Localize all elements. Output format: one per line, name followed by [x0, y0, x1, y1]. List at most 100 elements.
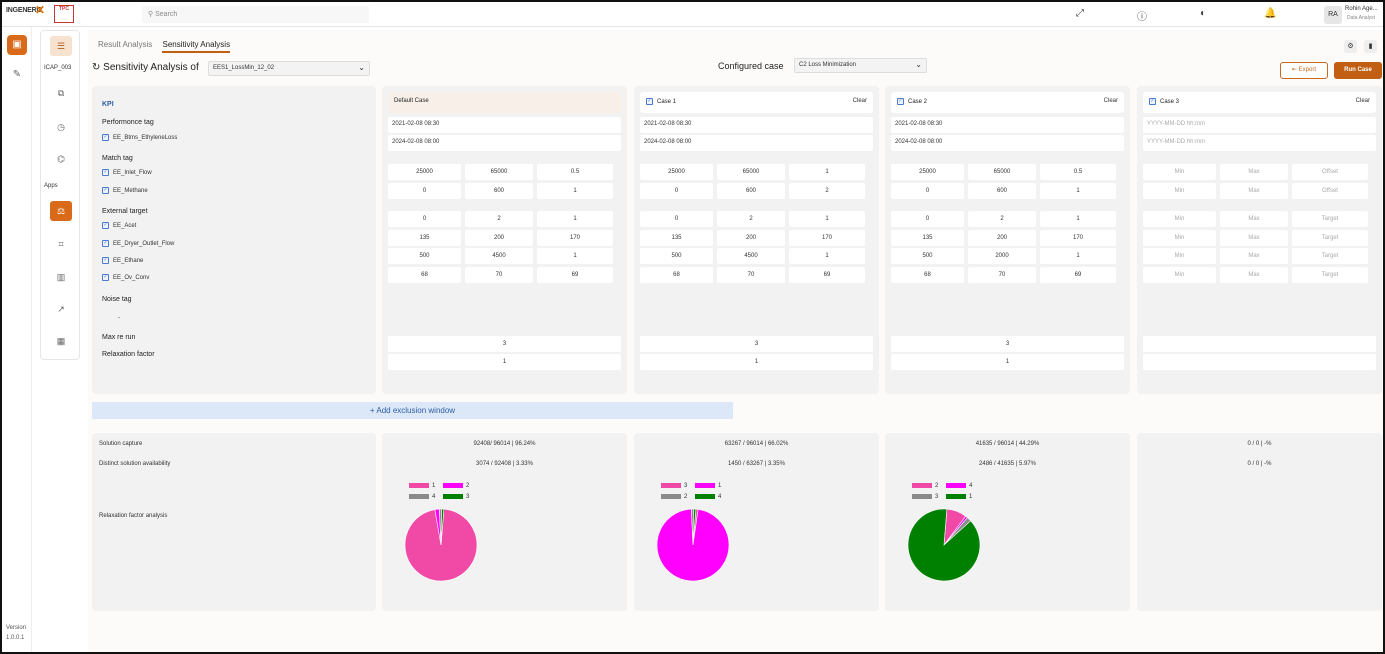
match-value-input[interactable]: 65000: [465, 164, 533, 180]
match-value-input[interactable]: 2: [789, 183, 865, 199]
ext-value-input[interactable]: 1: [537, 248, 613, 265]
ext-value-input[interactable]: 1: [1040, 248, 1116, 265]
ext-value-input[interactable]: 2000: [968, 248, 1036, 265]
ext-value-input[interactable]: Max: [1220, 248, 1288, 265]
configured-case-select[interactable]: C2 Loss Minimization ⌄: [794, 58, 927, 73]
ext-value-input[interactable]: 200: [717, 229, 785, 246]
ext-tag-item[interactable]: ✓ EE_Ov_Conv: [102, 274, 150, 282]
ext-value-input[interactable]: 70: [465, 267, 533, 284]
ext-value-input[interactable]: 69: [1040, 267, 1116, 284]
match-value-input[interactable]: 65000: [968, 164, 1036, 180]
end-datetime-input[interactable]: 2024-02-08 08:00: [891, 135, 1124, 151]
ext-value-input[interactable]: 0: [388, 211, 461, 227]
folder-icon[interactable]: ▣: [7, 35, 27, 55]
clear-button[interactable]: Clear: [852, 98, 867, 104]
match-value-input[interactable]: Offset: [1292, 183, 1368, 199]
help-icon[interactable]: ⓘ: [1137, 12, 1147, 23]
search-input[interactable]: ⚲ Search: [142, 6, 369, 23]
notification-icon[interactable]: 🔔: [1264, 8, 1277, 19]
match-value-input[interactable]: 600: [465, 183, 533, 199]
scan-app-icon[interactable]: ⌗: [58, 239, 64, 249]
match-value-input[interactable]: 0: [891, 183, 964, 199]
match-value-input[interactable]: Offset: [1292, 164, 1368, 180]
tab-result-analysis[interactable]: Result Analysis: [98, 40, 153, 49]
ext-value-input[interactable]: Max: [1220, 229, 1288, 246]
ext-value-input[interactable]: 68: [388, 267, 461, 284]
ext-value-input[interactable]: 68: [891, 267, 964, 284]
end-datetime-input[interactable]: 2024-02-08 08:00: [388, 135, 621, 151]
start-datetime-input[interactable]: 2021-02-08 08:30: [891, 117, 1124, 133]
ext-value-input[interactable]: 1: [1040, 211, 1116, 227]
max-rerun-input[interactable]: 3: [891, 336, 1124, 352]
checkbox-icon[interactable]: ✓: [646, 98, 653, 105]
copy-icon[interactable]: ⧉: [57, 88, 65, 98]
ext-value-input[interactable]: 1: [789, 211, 865, 227]
ext-tag-item[interactable]: ✓ EE_Ethane: [102, 257, 144, 265]
ext-value-input[interactable]: 4500: [465, 248, 533, 265]
match-value-input[interactable]: 25000: [891, 164, 964, 180]
edit-icon[interactable]: ✎: [12, 69, 22, 80]
ext-value-input[interactable]: 135: [388, 229, 461, 246]
perf-tag-item[interactable]: ✓ EE_Btms_EthyleneLoss: [102, 134, 178, 142]
match-tag-item[interactable]: ✓ EE_Inlet_Flow: [102, 169, 152, 177]
analysis-select[interactable]: EES1_LossMin_12_02 ⌄: [208, 61, 370, 76]
ext-value-input[interactable]: 70: [717, 267, 785, 284]
bar-chart-app-icon[interactable]: ▥: [56, 272, 66, 282]
clear-button[interactable]: Clear: [1103, 98, 1118, 104]
ext-value-input[interactable]: 200: [968, 229, 1036, 246]
match-value-input[interactable]: 0: [388, 183, 461, 199]
relaxation-factor-input[interactable]: 1: [388, 354, 621, 370]
match-value-input[interactable]: 25000: [388, 164, 461, 180]
settings-icon[interactable]: ⚙: [1344, 40, 1357, 53]
fullscreen-icon[interactable]: ⤢: [1076, 8, 1084, 19]
match-value-input[interactable]: Max: [1220, 183, 1288, 199]
match-value-input[interactable]: 1: [1040, 183, 1116, 199]
clock-icon[interactable]: ◷: [57, 122, 65, 132]
ext-value-input[interactable]: 69: [537, 267, 613, 284]
sensitivity-app-icon[interactable]: ⚖: [50, 201, 72, 221]
max-rerun-input[interactable]: [1143, 336, 1376, 352]
menu-icon[interactable]: ☰: [50, 36, 72, 56]
ext-value-input[interactable]: Min: [1143, 211, 1216, 227]
ext-value-input[interactable]: 70: [968, 267, 1036, 284]
max-rerun-input[interactable]: 3: [640, 336, 873, 352]
run-case-button[interactable]: Run Case: [1334, 62, 1382, 79]
relaxation-factor-input[interactable]: 1: [640, 354, 873, 370]
ext-value-input[interactable]: Max: [1220, 267, 1288, 284]
match-value-input[interactable]: 0: [640, 183, 713, 199]
ext-value-input[interactable]: Min: [1143, 267, 1216, 284]
export-button[interactable]: ⇤ Export: [1280, 62, 1328, 79]
ext-tag-item[interactable]: ✓ EE_Dryer_Outlet_Flow: [102, 240, 175, 248]
ext-value-input[interactable]: Target: [1292, 229, 1368, 246]
chart-icon[interactable]: ▮: [1364, 40, 1377, 53]
ext-value-input[interactable]: 170: [789, 229, 865, 246]
match-value-input[interactable]: Min: [1143, 183, 1216, 199]
ext-value-input[interactable]: Min: [1143, 248, 1216, 265]
relaxation-factor-input[interactable]: [1143, 354, 1376, 370]
ext-value-input[interactable]: 500: [891, 248, 964, 265]
start-datetime-input[interactable]: 2021-02-08 08:30: [640, 117, 873, 133]
ext-value-input[interactable]: 4500: [717, 248, 785, 265]
ext-value-input[interactable]: 2: [465, 211, 533, 227]
ext-value-input[interactable]: 1: [789, 248, 865, 265]
start-datetime-input[interactable]: YYYY-MM-DD hh:mm: [1143, 117, 1376, 133]
ext-value-input[interactable]: Target: [1292, 211, 1368, 227]
ext-value-input[interactable]: 500: [388, 248, 461, 265]
checkbox-icon[interactable]: ✓: [897, 98, 904, 105]
ext-value-input[interactable]: 2: [968, 211, 1036, 227]
ext-value-input[interactable]: 0: [640, 211, 713, 227]
trend-app-icon[interactable]: ↗: [57, 304, 65, 314]
ext-value-input[interactable]: 170: [1040, 229, 1116, 246]
ext-value-input[interactable]: 500: [640, 248, 713, 265]
checkbox-icon[interactable]: ✓: [1149, 98, 1156, 105]
match-value-input[interactable]: 65000: [717, 164, 785, 180]
ext-value-input[interactable]: 2: [717, 211, 785, 227]
ext-value-input[interactable]: 1: [537, 211, 613, 227]
grid-app-icon[interactable]: ▦: [56, 336, 66, 346]
ext-value-input[interactable]: 135: [640, 229, 713, 246]
ext-value-input[interactable]: 170: [537, 229, 613, 246]
ext-value-input[interactable]: 200: [465, 229, 533, 246]
match-value-input[interactable]: Min: [1143, 164, 1216, 180]
match-value-input[interactable]: 0.5: [1040, 164, 1116, 180]
match-value-input[interactable]: 1: [537, 183, 613, 199]
